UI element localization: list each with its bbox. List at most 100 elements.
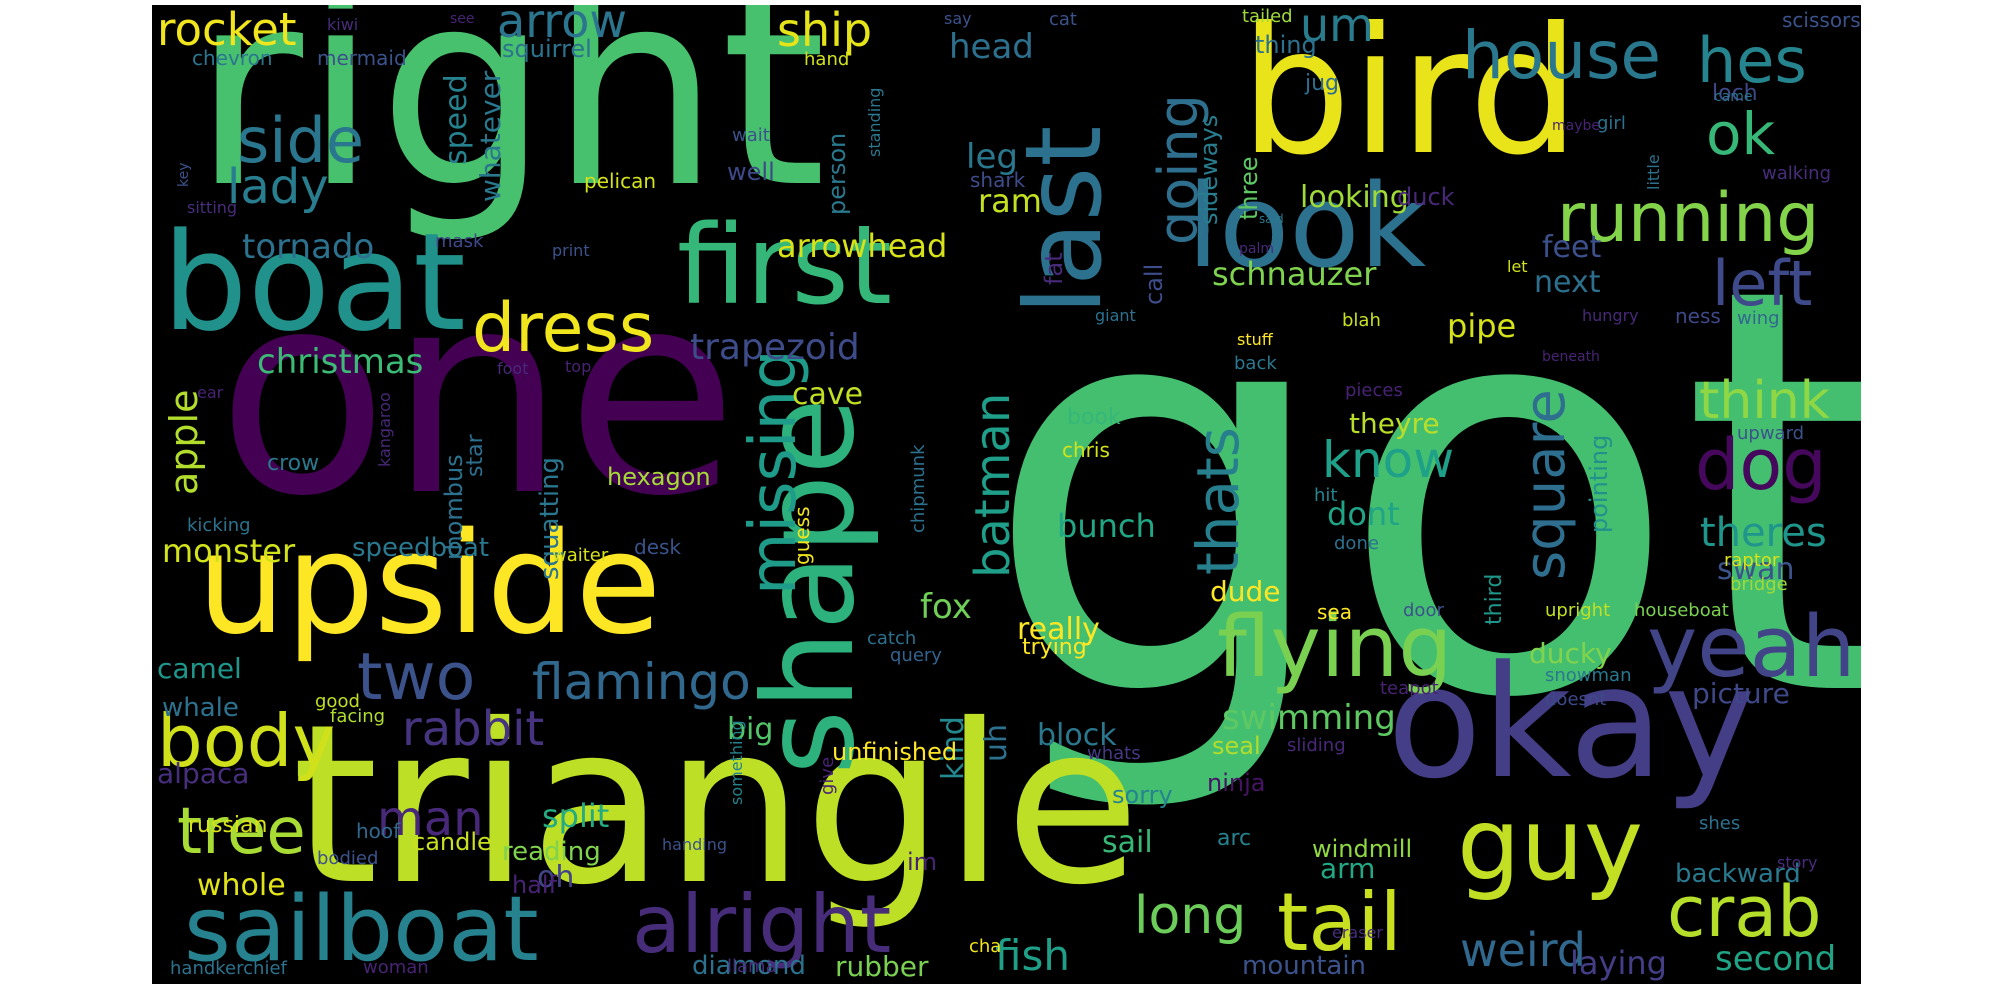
word: waiter xyxy=(552,545,609,566)
word: tree xyxy=(177,795,306,869)
word: beneath xyxy=(1542,349,1600,365)
word: squirrel xyxy=(502,35,592,63)
word: reading xyxy=(502,837,601,867)
word: loch xyxy=(1712,81,1758,106)
word: seal xyxy=(1212,732,1261,760)
word: ninja xyxy=(1207,769,1266,797)
word: sitting xyxy=(187,198,238,217)
word: sailboat xyxy=(184,877,539,982)
word-cloud: got right one triangle bird okay upside … xyxy=(152,5,1861,984)
word: stuff xyxy=(1237,330,1273,349)
word: let xyxy=(1507,257,1528,276)
word: give xyxy=(817,756,838,795)
word: chevron xyxy=(192,46,273,70)
word: got xyxy=(982,169,1861,821)
word: print xyxy=(552,241,590,260)
word: pipe xyxy=(1447,307,1517,345)
word: swan xyxy=(1717,552,1795,587)
word: hexagon xyxy=(607,463,711,491)
word: know xyxy=(1322,431,1455,489)
word: feet xyxy=(1542,230,1602,265)
word: came xyxy=(1714,89,1753,105)
word: yeah xyxy=(1647,598,1856,697)
word: wing xyxy=(1737,308,1780,329)
word: rocket xyxy=(157,5,297,56)
word: eraser xyxy=(1332,923,1383,942)
word: lady xyxy=(227,159,329,215)
word: maybe xyxy=(1552,118,1601,134)
word: think xyxy=(1699,371,1830,431)
word: well xyxy=(727,158,775,186)
word: sea xyxy=(1317,600,1352,624)
word: girl xyxy=(1597,113,1626,134)
word: fox xyxy=(920,587,972,627)
word: three xyxy=(1235,156,1263,221)
word: catch xyxy=(867,628,917,649)
word: walking xyxy=(1762,163,1832,184)
word: dont xyxy=(1327,495,1400,533)
word: chipmunk xyxy=(908,444,929,533)
word: sliding xyxy=(1287,735,1346,756)
word: schnauzer xyxy=(1212,255,1377,293)
word: thing xyxy=(1255,31,1317,59)
word: picture xyxy=(1692,677,1790,710)
word: man xyxy=(377,791,484,847)
word: last xyxy=(1003,125,1125,315)
word: done xyxy=(1334,533,1379,554)
word: russian xyxy=(188,813,268,838)
word: palm xyxy=(1239,241,1274,257)
word: triangle xyxy=(292,677,1141,933)
word: bridge xyxy=(1730,574,1788,595)
word: sorry xyxy=(1112,781,1173,809)
word: backward xyxy=(1675,859,1801,889)
word: said xyxy=(1259,212,1284,226)
word: oh xyxy=(537,860,575,895)
word: handkerchief xyxy=(170,958,287,979)
word: woman xyxy=(363,957,429,978)
word: right xyxy=(192,5,827,247)
word: split xyxy=(542,797,610,835)
word: cat xyxy=(1049,9,1077,30)
word: sail xyxy=(1102,825,1153,860)
word: pointing xyxy=(1585,434,1613,533)
word: block xyxy=(1037,718,1117,753)
word: mask xyxy=(435,231,484,252)
word: upward xyxy=(1737,423,1805,444)
word: arm xyxy=(1320,852,1376,885)
word: one xyxy=(217,232,739,558)
word: person xyxy=(823,132,851,215)
word: first xyxy=(677,201,892,329)
word: swimming xyxy=(1222,698,1396,738)
word: leg xyxy=(966,137,1018,177)
word: crow xyxy=(267,451,320,476)
word: mermaid xyxy=(317,46,407,70)
word: running xyxy=(1557,179,1820,258)
word: speedboat xyxy=(352,533,490,563)
word: ear xyxy=(197,383,224,402)
word: something xyxy=(727,720,746,805)
word: cha xyxy=(969,936,1002,957)
word: dress xyxy=(472,289,655,368)
word: left xyxy=(1712,247,1813,320)
word: ship xyxy=(777,5,873,57)
word: back xyxy=(1234,353,1277,374)
word: body xyxy=(157,699,336,783)
word: batman xyxy=(965,392,1021,578)
word: windmill xyxy=(1312,835,1413,863)
word: flying xyxy=(1217,598,1453,697)
word: llama xyxy=(727,956,777,977)
word: tailed xyxy=(1242,6,1293,27)
word: big xyxy=(727,712,774,747)
word: look xyxy=(1187,160,1427,294)
word: see xyxy=(450,11,475,27)
word: arc xyxy=(1217,826,1252,851)
word: snowman xyxy=(1545,665,1632,686)
word: handing xyxy=(662,835,727,854)
word: monster xyxy=(162,532,296,570)
word: house xyxy=(1462,17,1662,94)
word: teapot xyxy=(1380,678,1439,699)
word: side xyxy=(237,104,365,177)
word: door xyxy=(1403,600,1444,621)
word: bodied xyxy=(317,848,379,869)
word: trying xyxy=(1022,635,1087,660)
